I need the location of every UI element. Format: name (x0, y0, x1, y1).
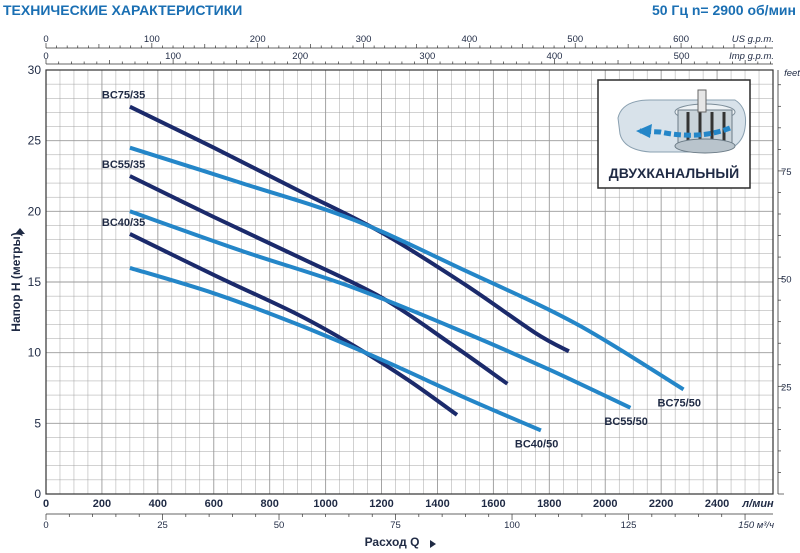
m3h-tick-label: 75 (390, 520, 401, 531)
feet-tick-label: 25 (781, 382, 792, 393)
series-label: BC55/50 (604, 416, 647, 428)
plot-frame (45, 69, 774, 495)
m3h-tick-label: 25 (157, 520, 168, 531)
series-lines: BC75/35 BC55/35 BC40/35 BC75/50 BC55/50 BC40/… (102, 90, 701, 451)
imp_gpm-axis-label: Imp g.p.m. (729, 51, 774, 62)
x-tick-label: 2400 (705, 498, 729, 510)
series-line-bc55-35 (129, 174, 509, 386)
flow-arrow (639, 125, 731, 138)
x-tick-label: 2000 (593, 498, 617, 510)
y-tick-label: 10 (28, 346, 42, 360)
us_gpm-tick-label: 100 (144, 34, 160, 45)
feet-axis-label: feet (784, 68, 800, 79)
us_gpm-tick-label: 600 (673, 34, 689, 45)
x-tick-label: 1200 (369, 498, 393, 510)
series-line-bc40-50 (129, 265, 542, 433)
x-unit-label: л/мин (741, 498, 774, 510)
page-title: ТЕХНИЧЕСКИЕ ХАРАКТЕРИСТИКИ (3, 2, 243, 18)
series-label: BC40/35 (102, 217, 145, 229)
y-tick-label: 15 (28, 275, 42, 289)
imp_gpm-tick-label: 100 (165, 51, 181, 62)
y-tick-label: 5 (34, 416, 41, 430)
series-line-bc55-50 (129, 209, 632, 410)
imp_gpm-tick-label: 500 (674, 51, 690, 62)
x-tick-label: 600 (205, 498, 223, 510)
y-tick-label: 30 (28, 63, 42, 77)
page-subtitle: 50 Гц n= 2900 об/мин (651, 2, 796, 18)
y-tick-label: 0 (34, 487, 41, 501)
m3h-axis-label: 150 м³/ч (738, 520, 774, 531)
series-label: BC75/35 (102, 90, 145, 102)
series-line-bc75-50 (129, 145, 685, 392)
x-tick-label: 1800 (537, 498, 561, 510)
x-axis-arrow-icon (430, 540, 436, 548)
y-tick-label: 20 (28, 204, 42, 218)
x-tick-label: 200 (93, 498, 111, 510)
inset-label: ДВУХКАНАЛЬНЫЙ (609, 164, 739, 181)
series-line-bc75-35 (129, 104, 570, 354)
pump-inset: ДВУХКАНАЛЬНЫЙ (597, 79, 751, 189)
us_gpm-tick-label: 300 (356, 34, 372, 45)
x-tick-label: 1400 (425, 498, 449, 510)
feet-tick-label: 50 (781, 275, 792, 286)
x-tick-label: 1000 (313, 498, 337, 510)
us_gpm-tick-label: 0 (43, 34, 48, 45)
flow-arrowhead (636, 124, 652, 138)
imp_gpm-tick-label: 400 (547, 51, 563, 62)
m3h-tick-label: 50 (274, 520, 285, 531)
impeller-icon (617, 89, 746, 154)
imp_gpm-tick-label: 200 (292, 51, 308, 62)
imp_gpm-tick-label: 300 (419, 51, 435, 62)
feet-tick-label: 75 (781, 167, 792, 178)
y-axis-arrow-icon (15, 228, 25, 234)
m3h-tick-label: 125 (621, 520, 637, 531)
x-tick-label: 800 (261, 498, 279, 510)
y-axis-title: Напор H (метры) (9, 232, 23, 331)
us_gpm-tick-label: 400 (461, 34, 477, 45)
m3h-tick-label: 0 (43, 520, 48, 531)
us_gpm-tick-label: 200 (250, 34, 266, 45)
y-tick-label: 25 (28, 134, 42, 148)
x-axis-title: Расход Q (365, 535, 420, 549)
series-label: BC75/50 (658, 397, 701, 409)
series-label: BC40/50 (515, 438, 558, 450)
series-label: BC55/35 (102, 159, 145, 171)
x-tick-label: 0 (43, 498, 49, 510)
axes: 0 200 400 600 800 1000 1200 1400 1600 1800 2000 220… (9, 34, 800, 549)
x-tick-label: 400 (149, 498, 167, 510)
us_gpm-tick-label: 500 (567, 34, 583, 45)
grid (45, 69, 774, 495)
x-tick-label: 1600 (481, 498, 505, 510)
x-tick-label: 2200 (649, 498, 673, 510)
series-line-bc40-35 (129, 232, 459, 417)
imp_gpm-tick-label: 0 (43, 51, 48, 62)
m3h-tick-label: 100 (504, 520, 520, 531)
us_gpm-axis-label: US g.p.m. (732, 34, 774, 45)
